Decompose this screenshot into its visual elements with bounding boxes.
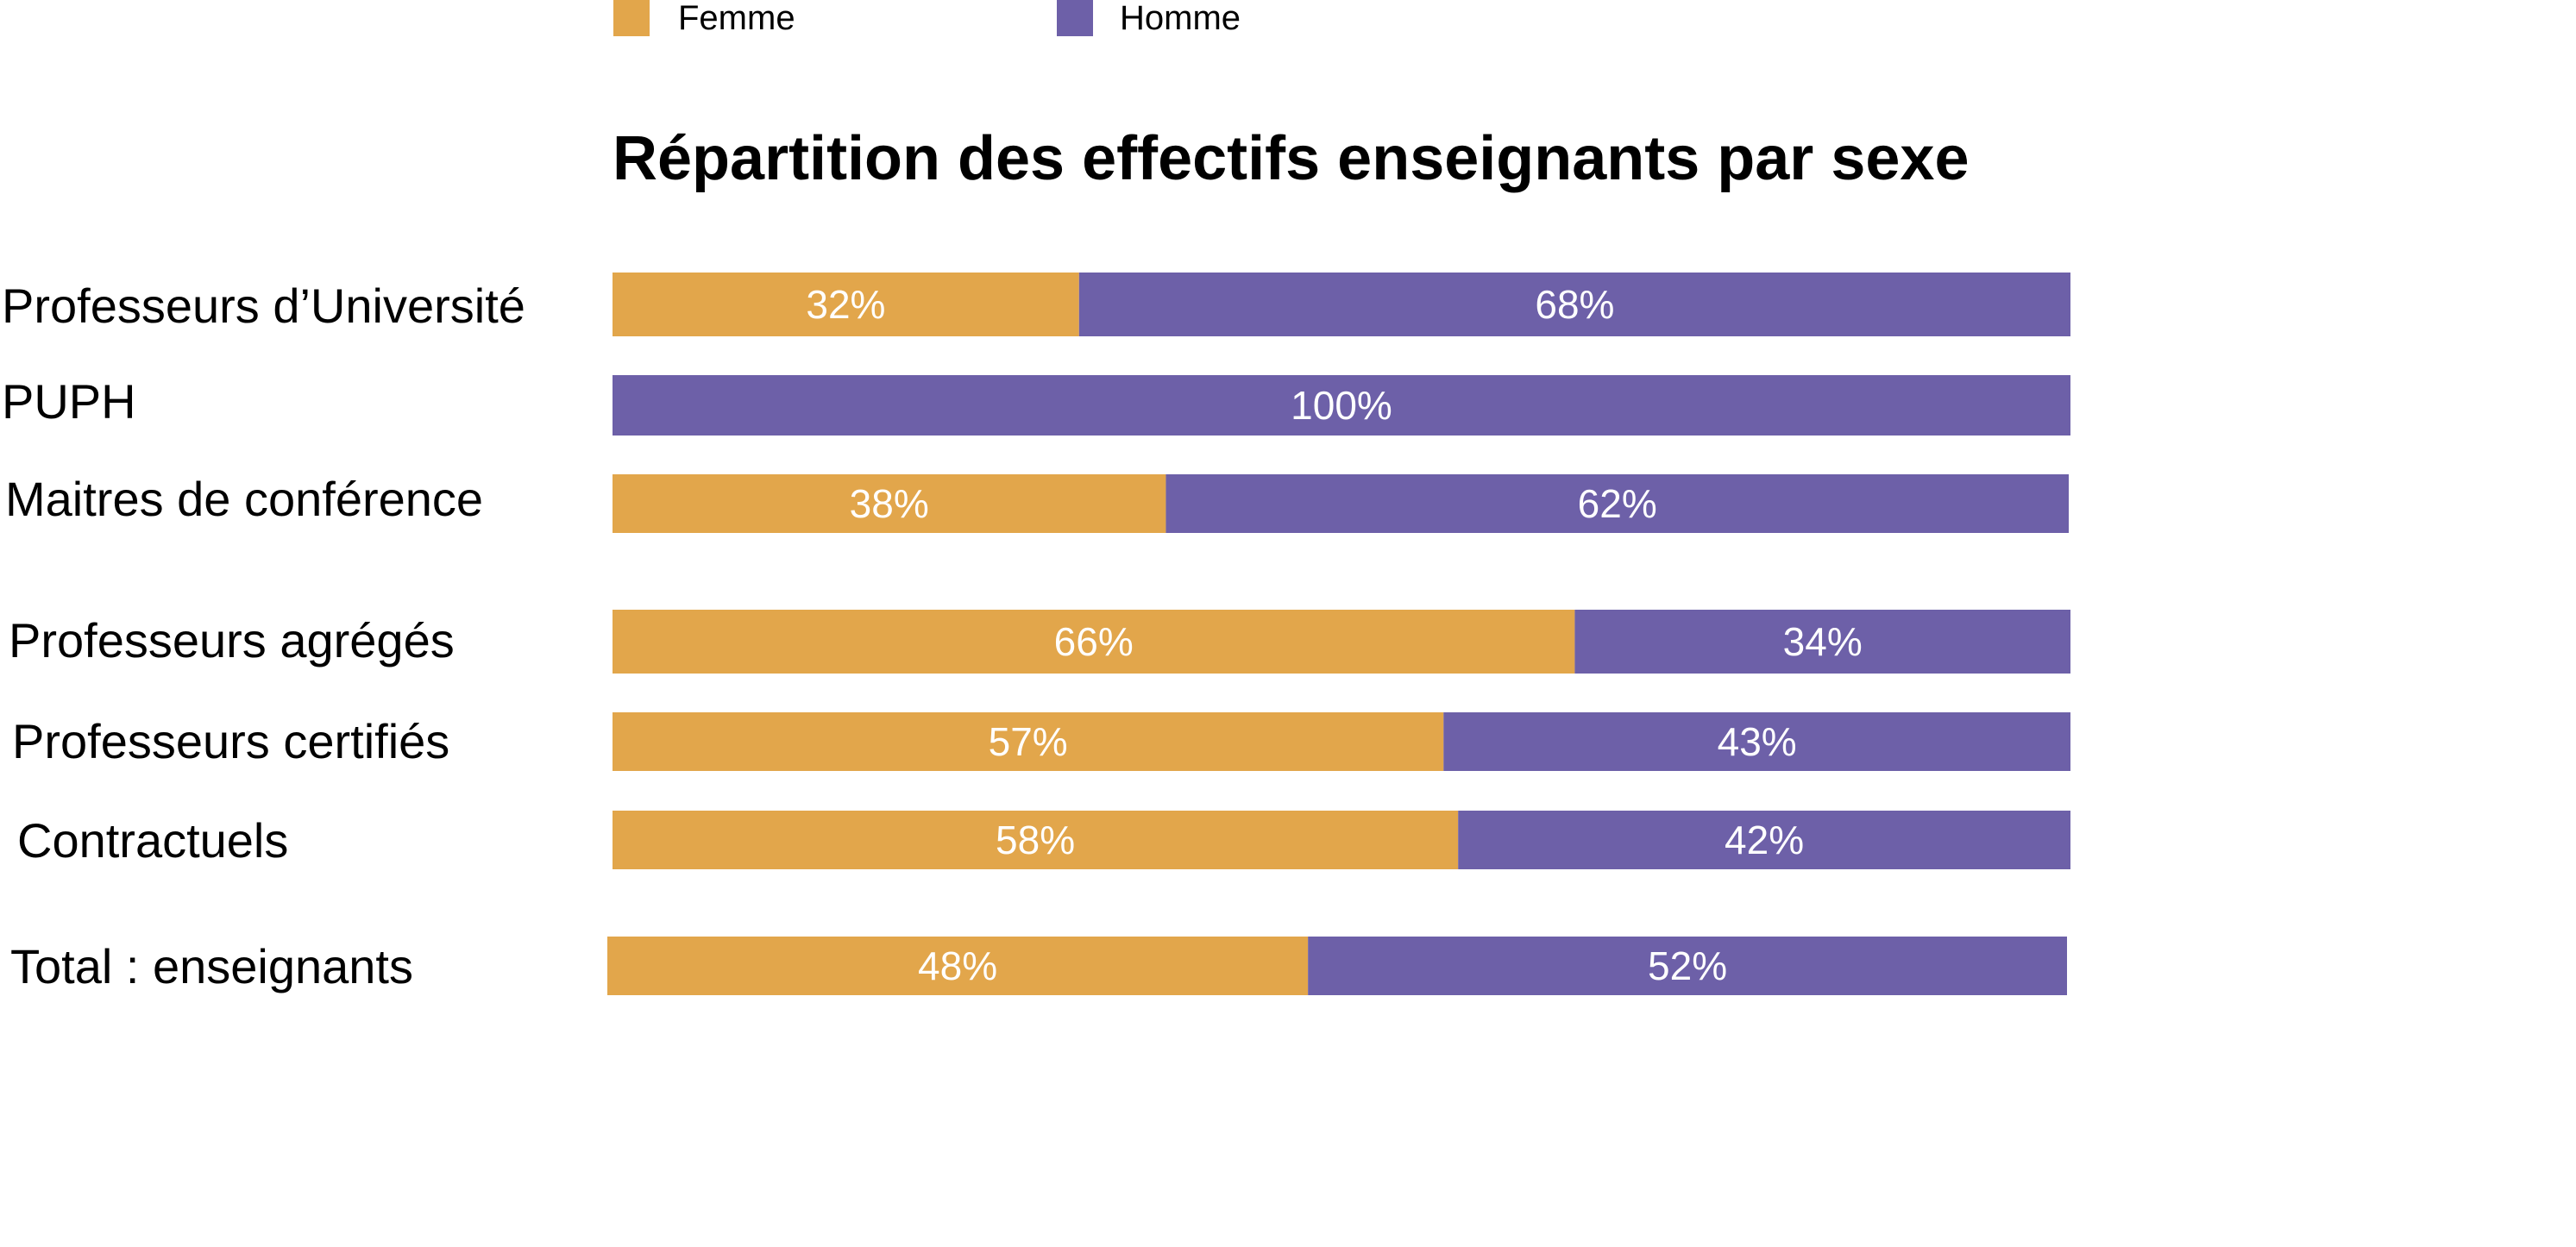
- bar-segment-homme: [1443, 712, 2070, 771]
- bar-segment-femme: [613, 610, 1575, 674]
- data-label: 34%: [1783, 619, 1863, 664]
- category-label: Professeurs certifiés: [12, 714, 449, 768]
- category-labels: Professeurs d’Université PUPH Maitres de c…: [2, 279, 525, 993]
- data-label: 58%: [996, 818, 1075, 862]
- data-label: 57%: [989, 719, 1068, 764]
- bar-segment-homme: [613, 375, 2070, 436]
- bar-segment-homme: [1308, 937, 2067, 995]
- data-label: 62%: [1578, 481, 1657, 526]
- data-label: 66%: [1054, 619, 1134, 664]
- legend-label-femme: Femme: [678, 0, 795, 37]
- data-label: 100%: [1291, 383, 1392, 428]
- category-label: Maitres de conférence: [5, 472, 483, 526]
- category-label: Contractuels: [17, 813, 288, 868]
- legend-label-homme: Homme: [1120, 0, 1241, 37]
- data-label: 38%: [850, 481, 929, 526]
- data-label: 52%: [1648, 943, 1727, 988]
- bar-segment-homme: [1078, 273, 2070, 336]
- bar-segment-homme: [1458, 811, 2070, 869]
- data-label: 43%: [1718, 719, 1797, 764]
- bar-segment-femme: [613, 811, 1459, 869]
- legend-swatch-femme: [613, 0, 650, 36]
- category-label: PUPH: [2, 374, 136, 429]
- data-label: 32%: [806, 282, 885, 327]
- legend-swatch-homme: [1057, 0, 1093, 36]
- bar-segment-femme: [613, 712, 1444, 771]
- bar-segment-homme: [1165, 474, 2069, 533]
- data-label: 68%: [1535, 282, 1614, 327]
- bar-segment-femme: [613, 474, 1166, 533]
- data-label: 42%: [1725, 818, 1804, 862]
- bar-segment-femme: [613, 273, 1079, 336]
- bar-segment-homme: [1574, 610, 2070, 674]
- bar-segment-femme: [607, 937, 1309, 995]
- category-label: Total : enseignants: [10, 939, 413, 993]
- bar-labels: 32% 68% 100% 38% 62% 66% 34% 57% 43% 58% 42% 48% 52%: [806, 282, 1862, 988]
- chart-title: Répartition des effectifs enseignants pa…: [613, 124, 1970, 193]
- bars: [607, 273, 2070, 995]
- category-label: Professeurs d’Université: [2, 279, 525, 333]
- data-label: 48%: [918, 943, 997, 988]
- legend: Femme Homme: [613, 0, 1241, 37]
- category-label: Professeurs agrégés: [9, 613, 455, 667]
